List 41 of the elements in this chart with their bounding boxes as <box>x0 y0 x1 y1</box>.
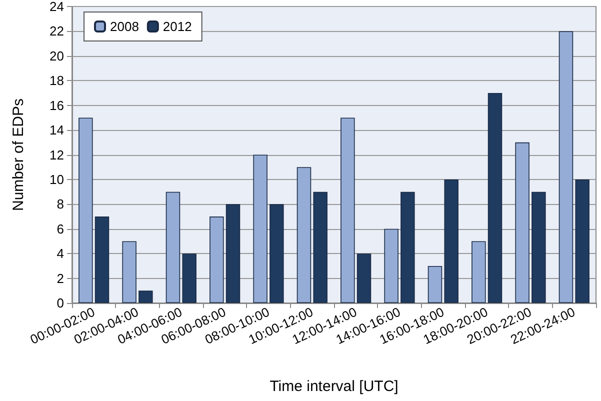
y-tick-label: 12 <box>50 147 64 162</box>
y-tick-label: 2 <box>56 270 64 286</box>
legend-label: 2008 <box>110 19 139 34</box>
bar <box>313 192 328 303</box>
y-tick-label: 10 <box>50 172 64 187</box>
bar <box>166 192 180 303</box>
bar <box>532 192 546 303</box>
bar <box>210 216 224 303</box>
legend-label: 2012 <box>162 19 192 34</box>
y-tick-label: 18 <box>50 73 64 88</box>
bar <box>296 167 312 303</box>
bar <box>340 118 355 303</box>
y-tick-label: 8 <box>56 196 64 212</box>
x-axis-title: Time interval [UTC] <box>270 378 398 395</box>
bar <box>384 228 398 303</box>
bar <box>356 254 372 303</box>
bar <box>78 118 93 303</box>
bar <box>400 192 415 303</box>
bar <box>253 154 268 303</box>
bar <box>226 204 240 303</box>
bar <box>138 290 153 303</box>
bar <box>270 204 284 303</box>
y-tick-label: 22 <box>50 24 64 39</box>
bar <box>488 92 502 303</box>
bar <box>428 266 442 303</box>
bar <box>575 179 590 303</box>
y-tick-label: 20 <box>50 48 64 64</box>
bar <box>515 142 530 303</box>
y-tick-label: 16 <box>50 98 64 113</box>
bar <box>472 241 486 303</box>
bar <box>94 216 110 303</box>
bar <box>558 31 574 303</box>
y-tick-label: 14 <box>50 122 64 138</box>
bar <box>182 254 196 303</box>
bar <box>444 179 458 303</box>
y-axis-title: Number of EDPs <box>10 98 27 212</box>
y-tick-label: 6 <box>56 221 64 236</box>
bar <box>122 241 136 303</box>
y-tick-label: 24 <box>50 0 64 14</box>
y-tick-label: 0 <box>56 296 64 310</box>
y-tick-label: 4 <box>56 246 64 262</box>
